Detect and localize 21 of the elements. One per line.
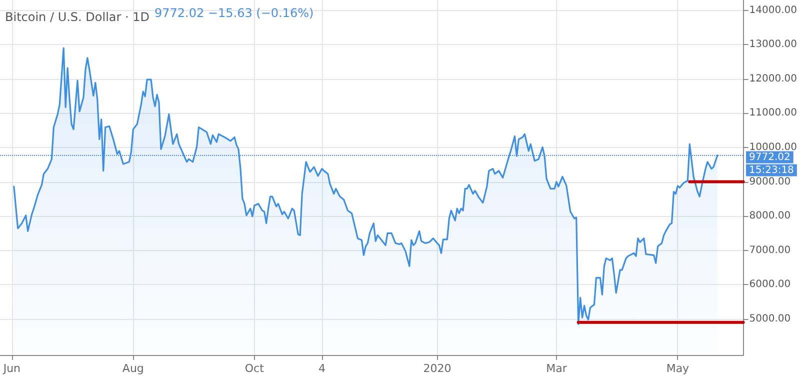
y-tick-label: 6000.00 — [749, 279, 791, 290]
y-tick-label: 13000.00 — [749, 39, 798, 50]
text: 15:23:18 — [749, 164, 794, 176]
text: 9772.02 −15.63 (−0.16%) — [154, 6, 314, 20]
text: Bitcoin / U.S. Dollar · 1D — [5, 10, 150, 24]
y-tick-label: 8000.00 — [749, 210, 791, 222]
y-tick-label: 5000.00 — [749, 313, 791, 324]
x-tick-label: Jun — [2, 362, 21, 375]
x-tick-label: 2020 — [423, 362, 452, 375]
y-tick-label: 9000.00 — [749, 176, 791, 188]
ref-line-label: 9772.02 — [749, 152, 790, 163]
x-tick-label: Aug — [122, 362, 144, 375]
x-tick-label: 4 — [318, 362, 326, 375]
y-tick-label: 7000.00 — [749, 244, 791, 256]
y-tick-label: 12000.00 — [749, 73, 798, 84]
y-tick-label: 10000.00 — [749, 142, 798, 153]
x-tick-label: Oct — [244, 362, 265, 375]
x-tick-label: May — [666, 362, 690, 375]
x-tick-label: Mar — [546, 362, 568, 375]
y-tick-label: 11000.00 — [749, 108, 798, 119]
y-tick-label: 14000.00 — [749, 4, 798, 16]
